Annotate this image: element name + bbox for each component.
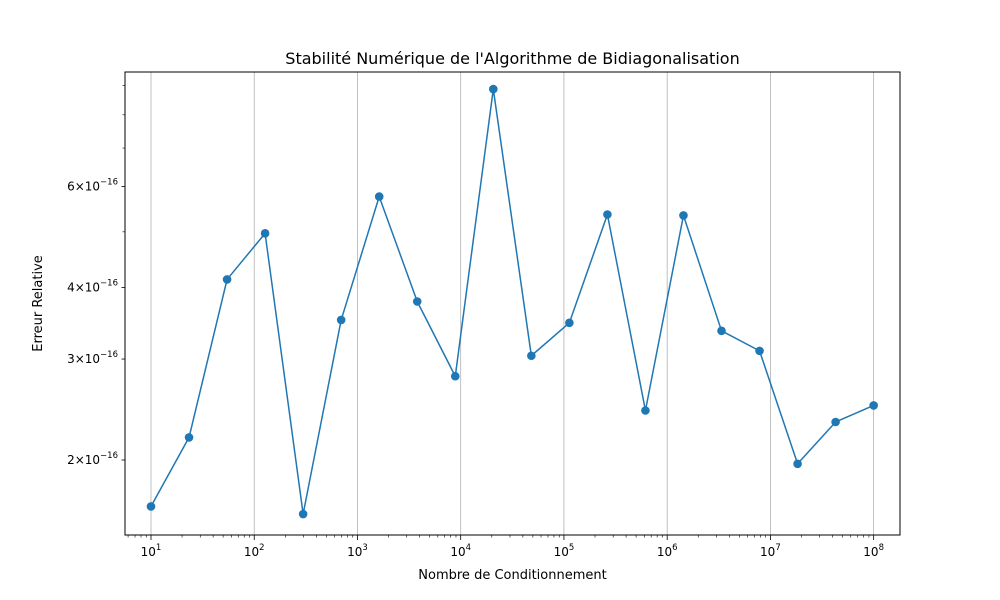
data-point [146,502,156,511]
data-point [222,275,232,284]
data-point [450,371,460,381]
data-point [603,210,612,219]
x-tick-label: 105 [554,543,575,559]
data-point [412,297,422,306]
data-point [755,346,764,356]
data-point [565,318,574,328]
chart-title: Stabilité Numérique de l'Algorithme de B… [285,49,739,68]
series [146,84,878,519]
data-point [374,192,384,201]
x-axis-label: Nombre de Conditionnement [418,568,606,583]
plot-frame [124,71,901,536]
data-point [260,229,270,238]
x-tick-label: 102 [244,543,265,559]
data-point [793,459,802,469]
x-tick-label: 108 [863,543,884,559]
x-axis-ticks: 101 102 103 104 105 106 107 108 [127,535,884,559]
x-tick-label: 103 [347,543,368,559]
y-axis-label: Erreur Relative [31,255,46,352]
data-point [298,509,308,519]
y-tick-label: 3×10−16 [67,350,118,366]
data-point [831,417,840,427]
y-tick-label: 6×10−16 [67,177,118,193]
data-point [679,211,688,220]
data-point [527,351,536,361]
x-tick-label: 106 [657,543,678,559]
grid [150,72,875,535]
data-point [336,315,346,325]
data-point [489,84,498,94]
data-point [869,401,878,410]
y-axis-ticks: 2×10−16 3×10−16 4×10−16 6×10−16 [67,85,125,467]
x-tick-label: 104 [450,543,471,559]
y-tick-label: 4×10−16 [67,278,118,294]
x-tick-label: 107 [760,543,781,559]
y-tick-label: 2×10−16 [67,451,118,467]
data-point [717,326,726,336]
data-point [641,406,650,415]
data-point [184,433,194,442]
series-line [150,88,874,515]
x-tick-label: 101 [141,543,162,559]
